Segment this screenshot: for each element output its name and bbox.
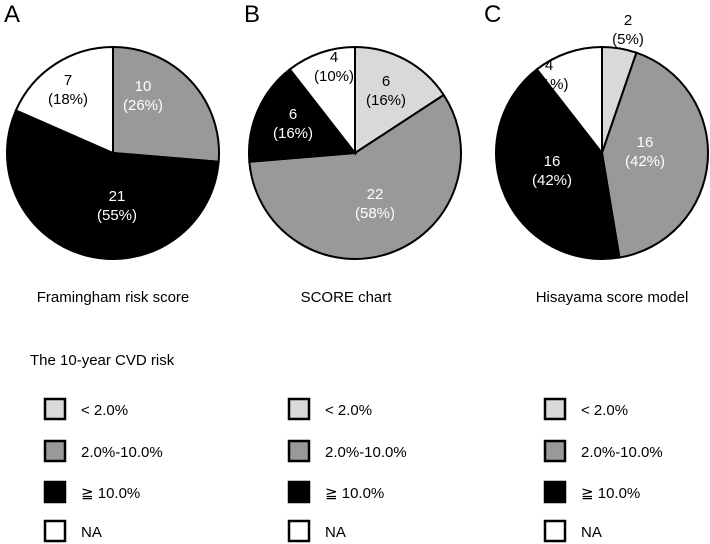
legend-swatch-mid — [43, 439, 67, 463]
pie-title: SCORE chart — [301, 289, 393, 306]
pie-panel-c: C 2 (5%) 16 (42%) 16 (42%) 4 (11%) — [484, 1, 709, 260]
legend-label: < 2.0% — [325, 402, 372, 419]
legend-swatch-mid — [287, 439, 311, 463]
slice-data-label: 2 (5%) — [612, 12, 644, 48]
legend-swatch-na — [43, 519, 67, 543]
pie-charts: A 10 (26%) 21 (55%) 7 (18%) B 6 (16%) 22 (58%) 6 (16%… — [4, 1, 709, 260]
legend-swatch-ge10 — [543, 480, 567, 504]
slice-data-label: 4 (11%) — [530, 57, 569, 93]
pie-slice-ge10 — [495, 67, 621, 260]
legend-title: The 10-year CVD risk — [30, 352, 175, 369]
legend-swatch-ge10 — [43, 480, 67, 504]
legend-swatch-lt2 — [543, 397, 567, 421]
legend-label: NA — [581, 524, 602, 541]
legend-swatch-na — [543, 519, 567, 543]
legends: < 2.0% 2.0%-10.0% ≧ 10.0% NA < 2.0% 2.0%-10.0… — [43, 397, 663, 543]
pie-slice-mid — [248, 93, 462, 260]
legend-label: ≧ 10.0% — [581, 485, 640, 502]
panel-letter: A — [4, 1, 20, 28]
legend-label: 2.0%-10.0% — [325, 444, 407, 461]
legend-3: < 2.0% 2.0%-10.0% ≧ 10.0% NA — [543, 397, 663, 543]
legend-label: 2.0%-10.0% — [581, 444, 663, 461]
pie-slice-lt2 — [354, 45, 446, 155]
legend-label: 2.0%-10.0% — [81, 444, 163, 461]
panel-letter: B — [244, 1, 260, 28]
panel-letter: C — [484, 1, 501, 28]
pie-slice-ge10 — [248, 67, 357, 163]
legend-swatch-lt2 — [43, 397, 67, 421]
slice-data-label: 10 (26%) — [123, 78, 163, 114]
legend-2: < 2.0% 2.0%-10.0% ≧ 10.0% NA — [287, 397, 407, 543]
pie-slice-na — [288, 45, 356, 156]
pie-title: Hisayama score model — [536, 289, 689, 306]
legend-1: < 2.0% 2.0%-10.0% ≧ 10.0% NA — [43, 397, 163, 543]
pie-slice-mid — [600, 51, 709, 259]
legend-label: ≧ 10.0% — [325, 485, 384, 502]
legend-swatch-lt2 — [287, 397, 311, 421]
legend-label: < 2.0% — [581, 402, 628, 419]
slice-data-label: 22 (58%) — [355, 186, 395, 222]
slice-data-label: 16 (42%) — [532, 153, 572, 189]
slice-data-label: 21 (55%) — [97, 188, 137, 224]
pie-panel-a: A 10 (26%) 21 (55%) 7 (18%) — [4, 1, 221, 260]
legend-swatch-na — [287, 519, 311, 543]
pie-slice-mid — [112, 45, 221, 163]
pie-slice-na — [14, 45, 114, 155]
pie-slice-ge10 — [6, 109, 220, 260]
slice-data-label: 6 (16%) — [366, 73, 406, 109]
slice-data-label: 6 (16%) — [273, 106, 313, 142]
legend-swatch-mid — [543, 439, 567, 463]
legend-swatch-ge10 — [287, 480, 311, 504]
pie-panel-b: B6 (16%)22 (58%)6 (16%)4 (10%) — [244, 1, 462, 260]
pie-captions: Framingham risk score SCORE chart Hisayama… — [37, 289, 689, 306]
legend-label: NA — [325, 524, 346, 541]
legend-label: NA — [81, 524, 102, 541]
pie-title: Framingham risk score — [37, 289, 190, 306]
slice-data-label: 16 (42%) — [625, 134, 665, 170]
pie-slice-na — [535, 45, 603, 156]
legend-label: ≧ 10.0% — [81, 485, 140, 502]
legend-label: < 2.0% — [81, 402, 128, 419]
slice-data-label: 7 (18%) — [48, 72, 88, 108]
slice-data-label: 4 (10%) — [314, 49, 354, 85]
